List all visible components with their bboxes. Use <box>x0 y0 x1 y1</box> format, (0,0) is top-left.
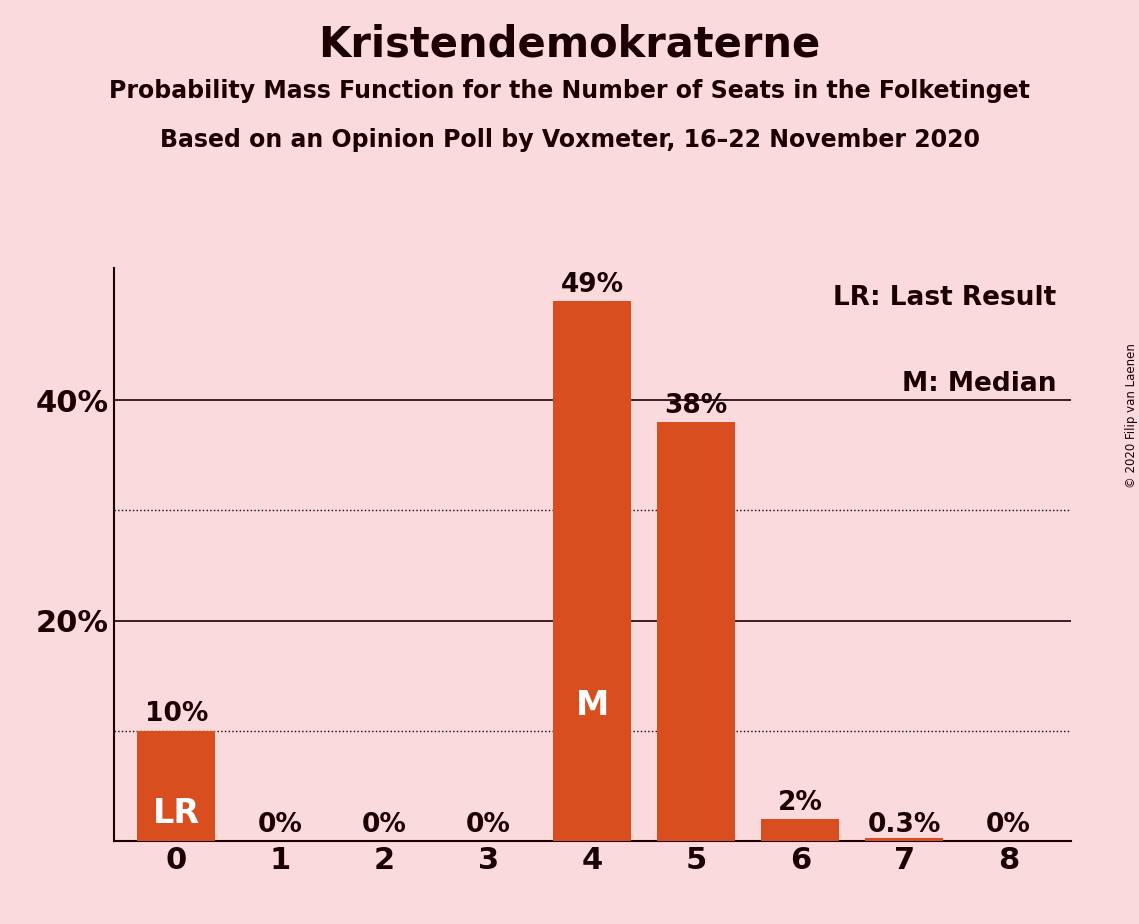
Text: 0%: 0% <box>257 811 303 837</box>
Text: Kristendemokraterne: Kristendemokraterne <box>319 23 820 65</box>
Text: 38%: 38% <box>665 393 728 419</box>
Text: © 2020 Filip van Laenen: © 2020 Filip van Laenen <box>1124 344 1138 488</box>
Text: LR: LR <box>153 796 199 830</box>
Text: 2%: 2% <box>778 789 822 816</box>
Text: 0%: 0% <box>362 811 407 837</box>
Text: LR: Last Result: LR: Last Result <box>833 286 1056 311</box>
Text: 10%: 10% <box>145 701 208 727</box>
Bar <box>138 731 215 841</box>
Text: 0.3%: 0.3% <box>868 811 941 837</box>
Bar <box>554 301 631 841</box>
Text: Probability Mass Function for the Number of Seats in the Folketinget: Probability Mass Function for the Number… <box>109 79 1030 103</box>
Bar <box>866 837 943 841</box>
Text: 49%: 49% <box>560 272 624 298</box>
Text: 0%: 0% <box>986 811 1031 837</box>
Text: M: M <box>575 689 609 723</box>
Bar <box>761 819 839 841</box>
Text: 0%: 0% <box>466 811 510 837</box>
Text: Based on an Opinion Poll by Voxmeter, 16–22 November 2020: Based on an Opinion Poll by Voxmeter, 16… <box>159 128 980 152</box>
Text: M: Median: M: Median <box>902 371 1056 397</box>
Bar <box>657 422 736 841</box>
